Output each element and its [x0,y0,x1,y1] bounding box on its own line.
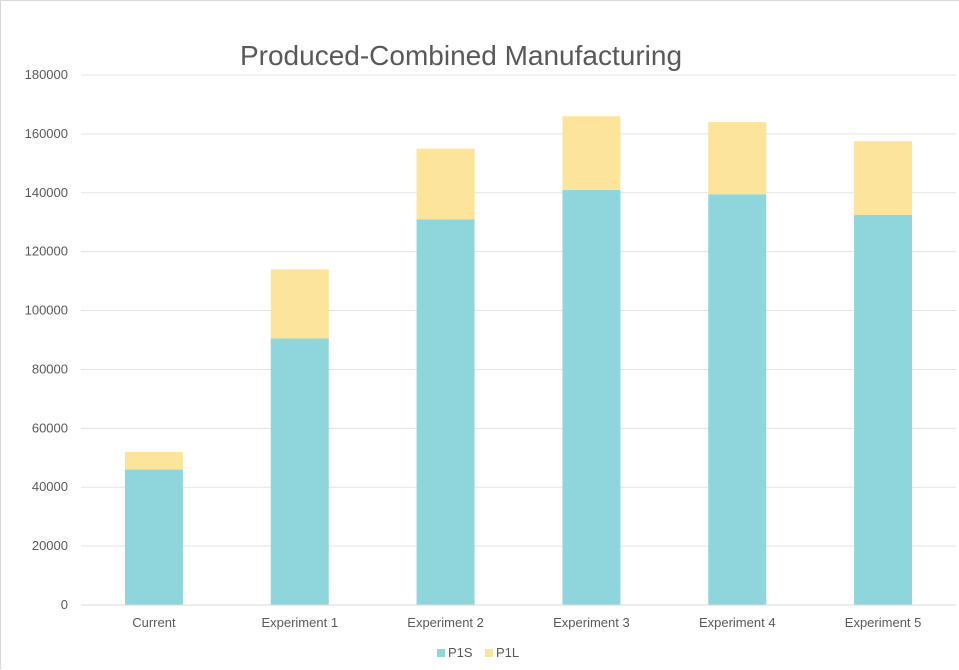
bar-p1s-4 [708,194,767,605]
y-tick-label: 120000 [25,244,68,259]
bar-p1l-2 [416,148,475,220]
y-tick-label: 100000 [25,303,68,318]
bar-p1s-3 [562,189,621,606]
x-axis-tick-labels: Current Experiment 1 Experiment 2 Experimen… [132,615,921,630]
bar-p1s-2 [416,219,475,605]
legend-swatch-p1s [437,649,445,657]
legend: P1S P1L [437,645,519,660]
x-tick-label: Experiment 4 [699,615,776,630]
x-tick-label: Experiment 1 [261,615,338,630]
bar-p1s-0 [124,469,183,605]
y-axis-tick-labels: 0 20000 40000 60000 80000 100000 120000 140000 1… [25,67,68,612]
bar-p1s-5 [854,214,913,605]
y-tick-label: 60000 [32,420,68,435]
y-tick-label: 40000 [32,479,68,494]
bar-p1l-1 [270,269,329,339]
chart-title: Produced-Combined Manufacturing [240,40,682,71]
bar-p1l-3 [562,116,621,190]
bar-p1l-0 [124,451,183,470]
x-tick-label: Experiment 2 [407,615,484,630]
bar-p1l-4 [708,122,767,195]
y-tick-label: 180000 [25,67,68,82]
bars [124,116,913,606]
legend-label-p1s: P1S [448,645,473,660]
y-tick-label: 80000 [32,361,68,376]
legend-swatch-p1l [485,649,493,657]
y-tick-label: 0 [61,597,68,612]
legend-label-p1l: P1L [496,645,519,660]
bar-p1l-5 [854,141,913,215]
gridlines [81,74,956,547]
x-tick-label: Experiment 3 [553,615,630,630]
x-tick-label: Experiment 5 [845,615,922,630]
y-tick-label: 140000 [25,185,68,200]
bar-p1s-1 [270,338,329,605]
x-tick-label: Current [132,615,176,630]
y-tick-label: 160000 [25,126,68,141]
y-tick-label: 20000 [32,538,68,553]
